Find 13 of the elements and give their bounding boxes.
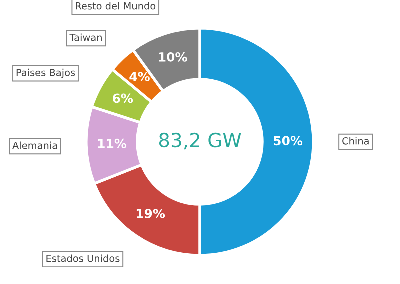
data-label: 50% <box>274 136 303 146</box>
slice-label: China <box>342 137 369 145</box>
slice-label: Resto del Mundo <box>76 2 156 10</box>
data-label: 10% <box>159 52 188 62</box>
slice-label: Paises Bajos <box>16 68 76 78</box>
text: 83,2 GW <box>159 132 242 150</box>
slice-label: Taiwan <box>70 34 102 42</box>
slice-label: Estados Unidos <box>46 254 120 262</box>
data-label: 6% <box>113 94 134 104</box>
data-label: 19% <box>136 208 166 218</box>
slice-label: Alemania <box>12 142 58 150</box>
data-label: 11% <box>98 138 127 148</box>
data-label: 4% <box>130 72 150 82</box>
